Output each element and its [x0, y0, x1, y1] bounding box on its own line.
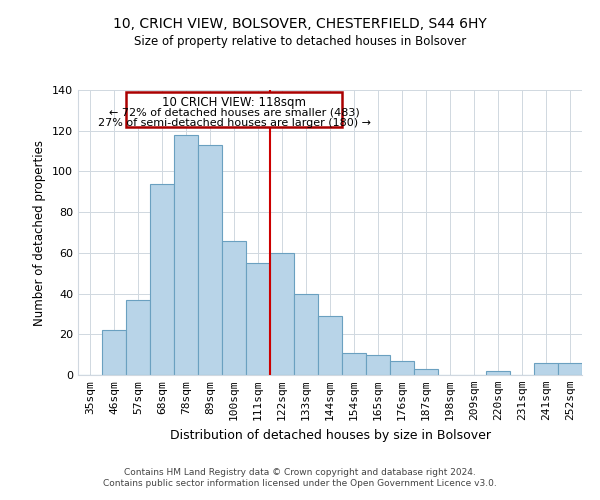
Text: Size of property relative to detached houses in Bolsover: Size of property relative to detached ho… [134, 35, 466, 48]
Text: 27% of semi-detached houses are larger (180) →: 27% of semi-detached houses are larger (… [97, 118, 371, 128]
FancyBboxPatch shape [126, 92, 342, 126]
Bar [222, 240, 246, 375]
Bar [558, 363, 582, 375]
Text: 10 CRICH VIEW: 118sqm: 10 CRICH VIEW: 118sqm [162, 96, 306, 109]
Bar [486, 371, 510, 375]
Bar [534, 363, 558, 375]
Text: 10, CRICH VIEW, BOLSOVER, CHESTERFIELD, S44 6HY: 10, CRICH VIEW, BOLSOVER, CHESTERFIELD, … [113, 18, 487, 32]
X-axis label: Distribution of detached houses by size in Bolsover: Distribution of detached houses by size … [170, 428, 491, 442]
Bar [174, 135, 198, 375]
Bar [342, 352, 366, 375]
Bar [150, 184, 174, 375]
Text: Contains HM Land Registry data © Crown copyright and database right 2024.
Contai: Contains HM Land Registry data © Crown c… [103, 468, 497, 487]
Bar [366, 354, 390, 375]
Bar [198, 145, 222, 375]
Bar [126, 300, 150, 375]
Y-axis label: Number of detached properties: Number of detached properties [34, 140, 46, 326]
Text: ← 72% of detached houses are smaller (483): ← 72% of detached houses are smaller (48… [109, 108, 359, 118]
Bar [390, 361, 414, 375]
Bar [102, 330, 126, 375]
Bar [318, 316, 342, 375]
Bar [294, 294, 318, 375]
Bar [270, 253, 294, 375]
Bar [414, 369, 438, 375]
Bar [246, 263, 270, 375]
